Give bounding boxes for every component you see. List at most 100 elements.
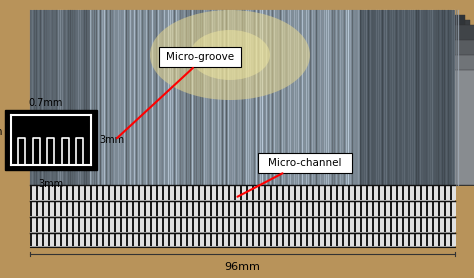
Bar: [368, 202, 372, 216]
Bar: [104, 234, 108, 246]
Bar: [108, 218, 110, 232]
Text: 3mm: 3mm: [99, 135, 124, 145]
Bar: [444, 202, 446, 216]
Bar: [330, 202, 332, 216]
Bar: [396, 234, 398, 246]
Bar: [194, 186, 198, 200]
Bar: [80, 218, 84, 232]
Bar: [362, 234, 366, 246]
Bar: [72, 186, 74, 200]
Bar: [320, 202, 324, 216]
Bar: [156, 186, 158, 200]
Bar: [252, 202, 254, 216]
Bar: [48, 186, 50, 200]
Bar: [200, 218, 204, 232]
Bar: [402, 186, 404, 200]
Bar: [386, 202, 390, 216]
Bar: [254, 202, 258, 216]
Bar: [404, 202, 408, 216]
Bar: [408, 186, 410, 200]
Bar: [150, 234, 152, 246]
Bar: [338, 218, 342, 232]
Bar: [170, 218, 174, 232]
Bar: [278, 202, 282, 216]
Bar: [386, 186, 390, 200]
Polygon shape: [55, 35, 474, 185]
Bar: [186, 218, 188, 232]
Bar: [372, 218, 374, 232]
Bar: [194, 234, 198, 246]
Bar: [344, 186, 348, 200]
Bar: [158, 186, 162, 200]
Bar: [258, 218, 260, 232]
Bar: [164, 234, 168, 246]
Bar: [192, 202, 194, 216]
Bar: [416, 218, 420, 232]
Bar: [366, 234, 368, 246]
Bar: [386, 218, 390, 232]
Bar: [420, 202, 422, 216]
Bar: [272, 202, 276, 216]
Bar: [140, 186, 144, 200]
Bar: [264, 234, 266, 246]
Bar: [386, 234, 390, 246]
Polygon shape: [65, 45, 474, 185]
Bar: [282, 202, 284, 216]
Bar: [30, 234, 32, 246]
Bar: [104, 186, 108, 200]
Bar: [54, 202, 56, 216]
Ellipse shape: [190, 30, 270, 80]
Bar: [264, 186, 266, 200]
Bar: [350, 186, 354, 200]
Bar: [90, 218, 92, 232]
Bar: [168, 218, 170, 232]
Bar: [56, 202, 60, 216]
Bar: [156, 218, 158, 232]
Bar: [276, 186, 278, 200]
Bar: [380, 186, 384, 200]
Bar: [120, 202, 122, 216]
Bar: [248, 186, 252, 200]
Bar: [168, 234, 170, 246]
Bar: [114, 234, 116, 246]
Bar: [434, 202, 438, 216]
Bar: [242, 234, 246, 246]
Bar: [396, 202, 398, 216]
Bar: [342, 202, 344, 216]
Bar: [218, 234, 222, 246]
Bar: [132, 234, 134, 246]
Bar: [330, 234, 332, 246]
Bar: [284, 186, 288, 200]
Bar: [236, 218, 240, 232]
Bar: [152, 234, 156, 246]
Bar: [96, 218, 98, 232]
Bar: [242, 218, 246, 232]
Bar: [30, 201, 455, 217]
Bar: [188, 218, 192, 232]
Bar: [348, 186, 350, 200]
Bar: [50, 234, 54, 246]
Bar: [368, 186, 372, 200]
Bar: [98, 234, 102, 246]
Bar: [126, 186, 128, 200]
Bar: [36, 234, 38, 246]
Bar: [134, 234, 138, 246]
Bar: [360, 10, 455, 185]
Bar: [140, 234, 144, 246]
Bar: [212, 202, 216, 216]
Bar: [110, 202, 114, 216]
Bar: [224, 218, 228, 232]
Bar: [78, 186, 80, 200]
Bar: [74, 186, 78, 200]
Bar: [398, 234, 402, 246]
Bar: [182, 234, 186, 246]
Bar: [450, 218, 452, 232]
Bar: [332, 218, 336, 232]
Bar: [360, 218, 362, 232]
Bar: [44, 234, 48, 246]
Bar: [404, 234, 408, 246]
Bar: [242, 202, 246, 216]
Bar: [354, 234, 356, 246]
Bar: [410, 202, 414, 216]
Bar: [408, 218, 410, 232]
